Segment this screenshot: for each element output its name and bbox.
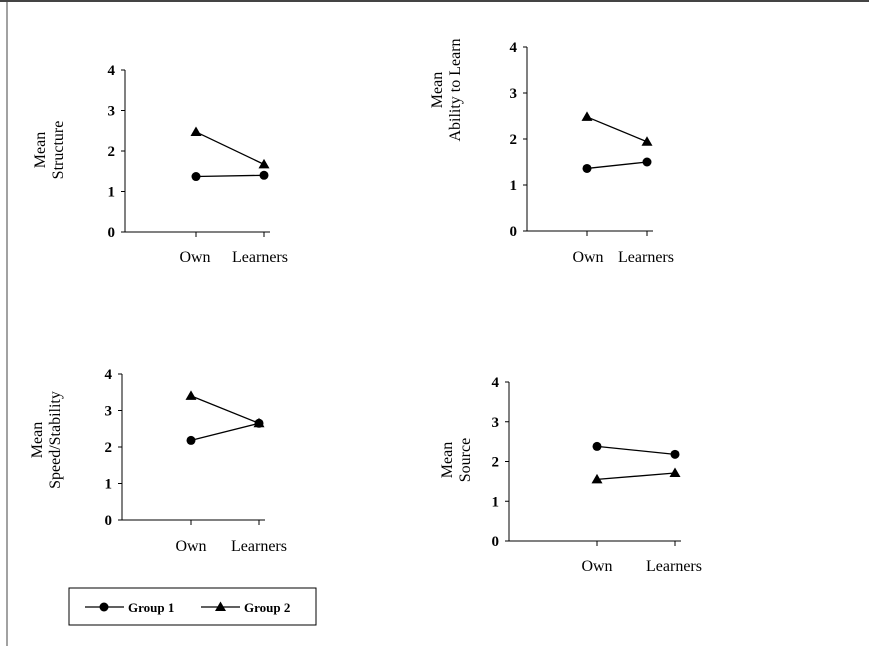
series-line <box>190 395 260 424</box>
x-tick-label: Own <box>572 249 603 266</box>
y-axis-label: Mean <box>439 442 456 478</box>
x-tick-label: Own <box>581 558 612 575</box>
x-tick-label: Learners <box>618 249 674 266</box>
y-tick-label: 3 <box>492 415 500 431</box>
y-axis-label: Source <box>457 438 474 482</box>
y-tick-label: 2 <box>510 132 518 148</box>
series-line <box>596 445 676 455</box>
y-tick-label: 1 <box>492 494 500 510</box>
legend-group2-marker <box>215 601 226 611</box>
y-tick-label: 3 <box>105 404 113 420</box>
data-point-circle <box>582 163 592 173</box>
data-point-circle <box>642 157 652 167</box>
y-tick-label: 2 <box>492 455 500 471</box>
data-point-triangle <box>591 473 603 484</box>
y-axis-label: Structure <box>50 121 67 180</box>
chart-panel-structure: 0 1 2 3 4 Own Learners Mean Structure <box>32 63 288 266</box>
x-tick-label: Learners <box>231 538 287 555</box>
legend-group1-marker <box>99 602 109 612</box>
y-tick-label: 0 <box>105 513 113 529</box>
y-tick-label: 2 <box>105 440 113 456</box>
y-tick-label: 3 <box>510 86 518 102</box>
y-tick-label: 3 <box>108 104 116 120</box>
y-tick-label: 0 <box>510 224 518 240</box>
series-line <box>596 472 676 481</box>
x-tick-label: Own <box>175 538 206 555</box>
series-line <box>195 174 265 178</box>
series-line <box>195 131 265 165</box>
data-point-circle <box>259 170 269 180</box>
y-tick-label: 4 <box>492 375 500 391</box>
y-tick-label: 4 <box>105 367 113 383</box>
y-tick-label: 0 <box>108 225 116 241</box>
y-tick-label: 2 <box>108 144 116 160</box>
data-point-triangle <box>581 111 593 121</box>
series-line <box>586 161 648 170</box>
data-point-triangle <box>258 158 270 169</box>
x-tick-label: Learners <box>646 558 702 575</box>
data-point-triangle <box>641 136 653 146</box>
data-point-circle <box>186 435 196 445</box>
y-tick-label: 0 <box>492 534 500 550</box>
x-tick-label: Own <box>179 249 210 266</box>
series-line <box>586 116 648 143</box>
y-tick-label: 1 <box>105 477 113 493</box>
x-tick-label: Learners <box>232 249 288 266</box>
y-tick-label: 4 <box>108 63 116 79</box>
y-tick-label: 1 <box>108 185 116 201</box>
data-point-triangle <box>253 417 265 428</box>
legend-group2-label: Group 2 <box>244 600 290 615</box>
y-axis-label: Speed/Stability <box>47 391 64 489</box>
y-tick-label: 4 <box>510 40 518 56</box>
data-point-circle <box>670 449 680 459</box>
chart-panel-speed-stability: 0 1 2 3 4 Own Learners Mean Speed/Stability <box>29 367 287 555</box>
chart-panel-ability-to-learn: 0 1 2 3 4 Own Learners Mean Ability to Learn <box>429 38 674 266</box>
y-axis-label: Mean <box>32 132 49 168</box>
data-point-triangle <box>185 390 197 400</box>
data-point-circle <box>592 441 602 451</box>
y-tick-label: 1 <box>510 178 518 194</box>
y-axis-label: Mean <box>429 72 446 108</box>
chart-panel-source: 0 1 2 3 4 Own Learners Mean Source <box>439 375 702 575</box>
y-axis-label: Mean <box>29 422 46 458</box>
y-axis-label: Ability to Learn <box>447 38 464 141</box>
data-point-triangle <box>190 126 202 136</box>
series-line <box>190 422 260 442</box>
data-point-triangle <box>669 467 681 478</box>
legend-group1-label: Group 1 <box>128 600 174 615</box>
legend: Group 1 Group 2 <box>68 587 317 626</box>
data-point-circle <box>191 172 201 182</box>
